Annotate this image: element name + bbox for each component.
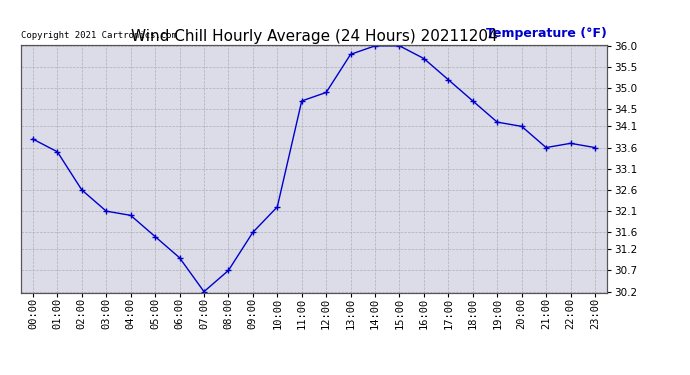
Text: Copyright 2021 Cartronics.com: Copyright 2021 Cartronics.com bbox=[21, 31, 177, 40]
Title: Wind Chill Hourly Average (24 Hours) 20211204: Wind Chill Hourly Average (24 Hours) 202… bbox=[130, 29, 497, 44]
Text: Temperature (°F): Temperature (°F) bbox=[486, 27, 607, 40]
